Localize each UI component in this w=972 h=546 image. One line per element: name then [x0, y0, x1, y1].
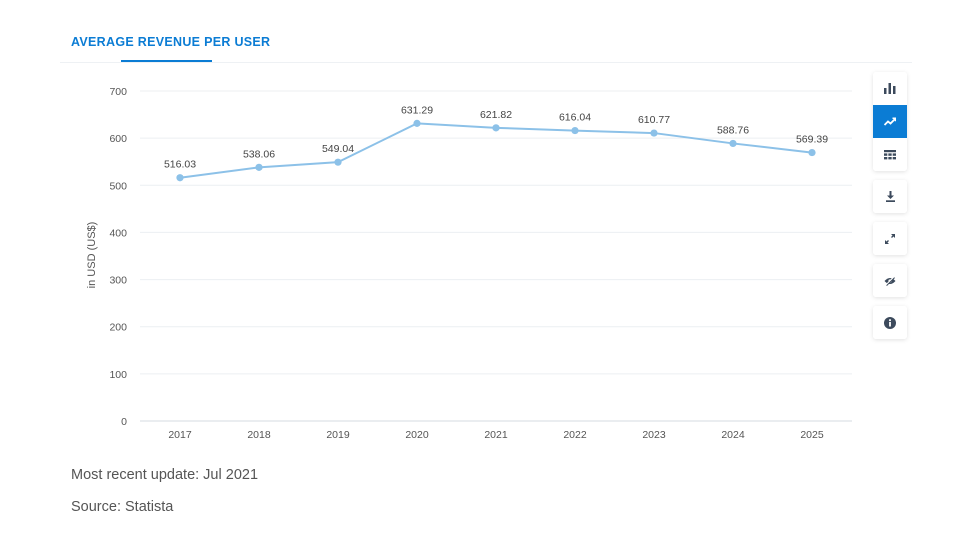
y-tick-label: 700 [109, 86, 127, 98]
active-tab-underline [121, 60, 212, 62]
tab-divider [60, 62, 912, 63]
x-tick-label: 2023 [642, 429, 666, 441]
x-tick-label: 2017 [168, 429, 192, 441]
info-button[interactable] [873, 306, 907, 339]
data-point[interactable] [176, 174, 184, 182]
table-icon [884, 149, 896, 159]
data-point[interactable] [492, 124, 500, 132]
x-tick-label: 2020 [405, 429, 429, 441]
download-icon [885, 191, 895, 202]
data-label: 610.77 [638, 114, 670, 126]
y-axis-label: in USD (US$) [86, 222, 98, 289]
bar-chart-icon [884, 83, 896, 94]
x-tick-label: 2022 [563, 429, 587, 441]
x-tick-label: 2024 [721, 429, 745, 441]
x-tick-label: 2019 [326, 429, 350, 441]
chart-toolbar [873, 72, 907, 348]
data-label: 588.76 [717, 124, 749, 136]
y-tick-label: 300 [109, 275, 127, 287]
data-label: 516.03 [164, 159, 196, 171]
bar-chart-button[interactable] [873, 72, 907, 105]
y-tick-label: 0 [121, 416, 127, 428]
y-tick-label: 100 [109, 369, 127, 381]
line-chart-button[interactable] [873, 105, 907, 138]
data-label: 616.04 [559, 112, 591, 124]
line-chart-icon [884, 117, 896, 126]
hide-button[interactable] [873, 264, 907, 297]
data-label: 621.82 [480, 109, 512, 121]
download-group [873, 180, 907, 213]
x-tick-label: 2025 [800, 429, 824, 441]
tab-average-revenue-per-user[interactable]: AVERAGE REVENUE PER USER [71, 35, 271, 49]
data-point[interactable] [413, 119, 421, 127]
data-label: 538.06 [243, 148, 275, 160]
data-label: 631.29 [401, 104, 433, 116]
data-point[interactable] [729, 139, 737, 148]
y-tick-label: 400 [109, 227, 127, 239]
x-tick-label: 2018 [247, 429, 271, 441]
info-icon [884, 316, 896, 329]
y-tick-label: 500 [109, 180, 127, 192]
download-button[interactable] [873, 180, 907, 213]
data-point[interactable] [808, 148, 816, 157]
data-label: 569.39 [796, 134, 828, 146]
y-tick-label: 600 [109, 133, 127, 145]
fullscreen-group [873, 222, 907, 255]
chart-type-group [873, 72, 907, 171]
data-label: 549.04 [322, 143, 354, 155]
fullscreen-button[interactable] [873, 222, 907, 255]
update-note: Most recent update: Jul 2021 [71, 467, 259, 483]
info-group [873, 306, 907, 339]
source-note: Source: Statista [71, 499, 174, 515]
hide-group [873, 264, 907, 297]
y-tick-labels: 0 100 200 300 400 500 600 700 [109, 86, 127, 428]
data-labels: 516.03 538.06 549.04 631.29 621.82 616.04 610.… [164, 104, 828, 170]
data-point[interactable] [334, 158, 342, 166]
y-tick-label: 200 [109, 322, 127, 334]
hide-eye-icon [884, 276, 896, 286]
data-point[interactable] [571, 126, 579, 135]
grid-lines [140, 90, 852, 422]
fullscreen-icon [885, 233, 895, 244]
series-group [176, 119, 816, 182]
data-point[interactable] [255, 163, 263, 171]
data-point[interactable] [650, 129, 658, 137]
x-tick-labels: 2017 2018 2019 2020 2021 2022 2023 2024 2025 [168, 429, 824, 441]
x-tick-label: 2021 [484, 429, 508, 441]
table-button[interactable] [873, 138, 907, 171]
